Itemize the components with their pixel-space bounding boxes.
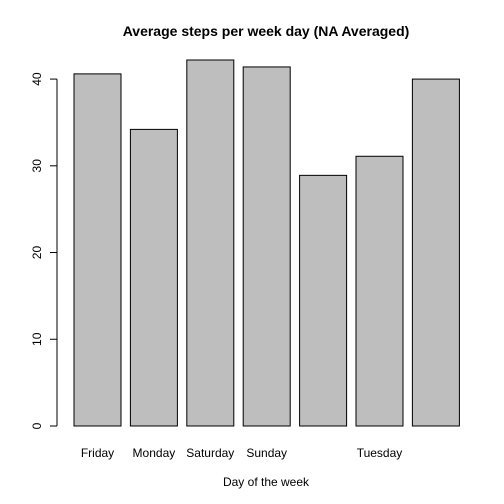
x-tick-label: Monday <box>133 446 176 460</box>
bar-thursday <box>299 174 348 427</box>
bars-group <box>73 59 460 427</box>
bar-monday <box>129 128 178 427</box>
y-tick-label: 10 <box>30 332 44 346</box>
y-tick-label: 40 <box>30 72 44 86</box>
y-axis: 0 10 20 30 40 <box>30 72 58 429</box>
y-tick-label: 20 <box>30 246 44 260</box>
x-tick-labels: Friday Monday Saturday Sunday Tuesday <box>81 446 402 460</box>
x-tick-label: Sunday <box>246 446 287 460</box>
x-tick-label: Saturday <box>186 446 234 460</box>
chart-title: Average steps per week day (NA Averaged) <box>123 23 410 39</box>
y-tick-label: 30 <box>30 159 44 173</box>
bar-sunday <box>242 66 291 427</box>
bar-tuesday <box>355 155 404 427</box>
y-tick-label: 0 <box>30 422 44 429</box>
bar-friday <box>73 73 122 427</box>
x-tick-label: Tuesday <box>357 446 403 460</box>
x-tick-label: Friday <box>81 446 114 460</box>
bar-saturday <box>186 59 235 427</box>
x-axis-label: Day of the week <box>223 475 310 489</box>
bar-wednesday <box>411 78 460 427</box>
